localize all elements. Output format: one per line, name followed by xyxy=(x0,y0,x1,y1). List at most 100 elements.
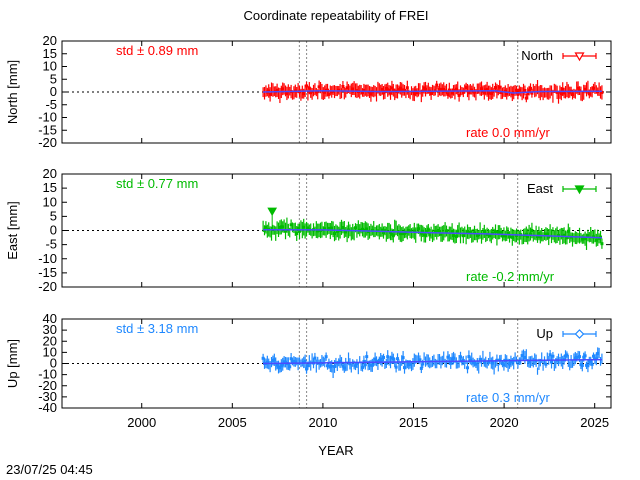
data-point xyxy=(447,88,451,92)
data-point xyxy=(502,363,506,367)
data-point xyxy=(439,87,443,91)
data-point xyxy=(550,360,554,364)
data-point xyxy=(576,86,580,90)
data-point xyxy=(298,229,302,233)
data-point xyxy=(445,229,449,233)
data-point xyxy=(583,237,587,241)
data-point xyxy=(272,358,276,362)
y-tick-label: -10 xyxy=(38,367,57,382)
data-point xyxy=(341,226,345,230)
data-point xyxy=(578,355,582,359)
data-point xyxy=(592,86,596,90)
data-point xyxy=(482,229,486,233)
data-point xyxy=(314,90,318,94)
data-point xyxy=(594,238,598,242)
data-point xyxy=(452,356,456,360)
y-tick-label: 10 xyxy=(43,344,57,359)
data-point xyxy=(355,362,359,366)
data-point xyxy=(538,235,542,239)
std-label: std ± 0.77 mm xyxy=(116,176,198,191)
data-point xyxy=(516,92,520,96)
data-point xyxy=(544,362,548,366)
legend: Up xyxy=(536,326,597,341)
data-point xyxy=(313,356,317,360)
data-point xyxy=(323,227,327,231)
data-point xyxy=(380,359,384,363)
data-point xyxy=(361,90,365,94)
data-point xyxy=(261,356,265,360)
data-point xyxy=(467,355,471,359)
rate-label: rate 0.0 mm/yr xyxy=(466,125,550,140)
data-point xyxy=(281,225,285,229)
std-label: std ± 0.89 mm xyxy=(116,43,198,58)
data-point xyxy=(501,234,505,238)
data-point xyxy=(527,360,531,364)
trend-line xyxy=(263,358,602,365)
data-point xyxy=(330,226,334,230)
y-tick-label: 30 xyxy=(43,322,57,337)
data-point xyxy=(515,88,519,92)
data-point xyxy=(503,89,507,93)
data-point xyxy=(466,366,470,370)
x-axis-label: YEAR xyxy=(318,443,353,458)
data-point xyxy=(480,87,484,91)
legend-label: East xyxy=(527,181,553,196)
y-tick-label: 20 xyxy=(43,166,57,181)
panel-frame xyxy=(61,40,612,144)
y-tick-label: -20 xyxy=(38,279,57,294)
data-point xyxy=(491,361,495,365)
data-point xyxy=(268,92,272,96)
data-point xyxy=(467,91,471,95)
data-point xyxy=(333,364,337,368)
data-point xyxy=(289,357,293,361)
data-point xyxy=(499,231,503,235)
data-point xyxy=(330,364,334,368)
data-point xyxy=(305,367,309,371)
data-point xyxy=(477,233,481,237)
y-tick-label: -5 xyxy=(45,97,57,112)
data-point xyxy=(473,90,477,94)
data-point xyxy=(398,232,402,236)
data-point xyxy=(306,364,310,368)
data-point xyxy=(583,354,587,358)
data-point xyxy=(373,357,377,361)
trend-line xyxy=(263,89,602,94)
data-point xyxy=(382,231,386,235)
y-tick-label: 5 xyxy=(50,71,57,86)
panel-frame xyxy=(61,318,612,409)
x-tick-label: 2020 xyxy=(490,415,519,430)
data-point xyxy=(461,90,465,94)
data-point xyxy=(344,230,348,234)
y-tick-label: 10 xyxy=(43,194,57,209)
y-tick-label: 0 xyxy=(50,84,57,99)
data-point xyxy=(466,230,470,234)
data-point xyxy=(600,242,604,246)
data-point xyxy=(382,355,386,359)
data-point xyxy=(461,234,465,238)
data-point xyxy=(464,86,468,90)
data-point xyxy=(379,357,383,361)
data-point xyxy=(363,363,367,367)
data-point xyxy=(446,92,450,96)
data-point xyxy=(510,235,514,239)
data-point xyxy=(594,357,598,361)
y-tick-label: -15 xyxy=(38,265,57,280)
data-point xyxy=(562,233,566,237)
data-point xyxy=(506,231,510,235)
data-point xyxy=(439,232,443,236)
data-point xyxy=(380,228,384,232)
data-point xyxy=(398,86,402,90)
data-point xyxy=(278,366,282,370)
data-point xyxy=(547,235,551,239)
trend-line xyxy=(263,228,602,239)
data-point xyxy=(580,363,584,367)
data-point xyxy=(592,354,596,358)
data-point xyxy=(487,91,491,95)
y-tick-label: 20 xyxy=(43,333,57,348)
data-point xyxy=(390,86,394,90)
data-point xyxy=(391,234,395,238)
data-point xyxy=(520,354,524,358)
data-point xyxy=(289,223,293,227)
data-point xyxy=(281,87,285,91)
